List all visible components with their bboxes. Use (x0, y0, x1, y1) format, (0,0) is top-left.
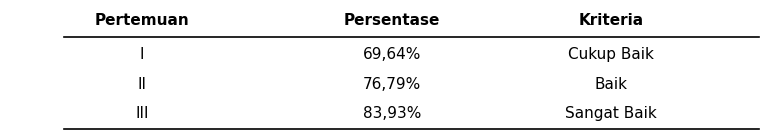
Text: III: III (136, 106, 149, 121)
Text: Pertemuan: Pertemuan (95, 13, 190, 28)
Text: Sangat Baik: Sangat Baik (564, 106, 657, 121)
Text: 69,64%: 69,64% (363, 47, 421, 62)
Text: 76,79%: 76,79% (363, 77, 421, 92)
Text: Kriteria: Kriteria (578, 13, 644, 28)
Text: 83,93%: 83,93% (363, 106, 421, 121)
Text: Cukup Baik: Cukup Baik (568, 47, 654, 62)
Text: Persentase: Persentase (344, 13, 440, 28)
Text: II: II (137, 77, 147, 92)
Text: I: I (140, 47, 144, 62)
Text: Baik: Baik (594, 77, 627, 92)
